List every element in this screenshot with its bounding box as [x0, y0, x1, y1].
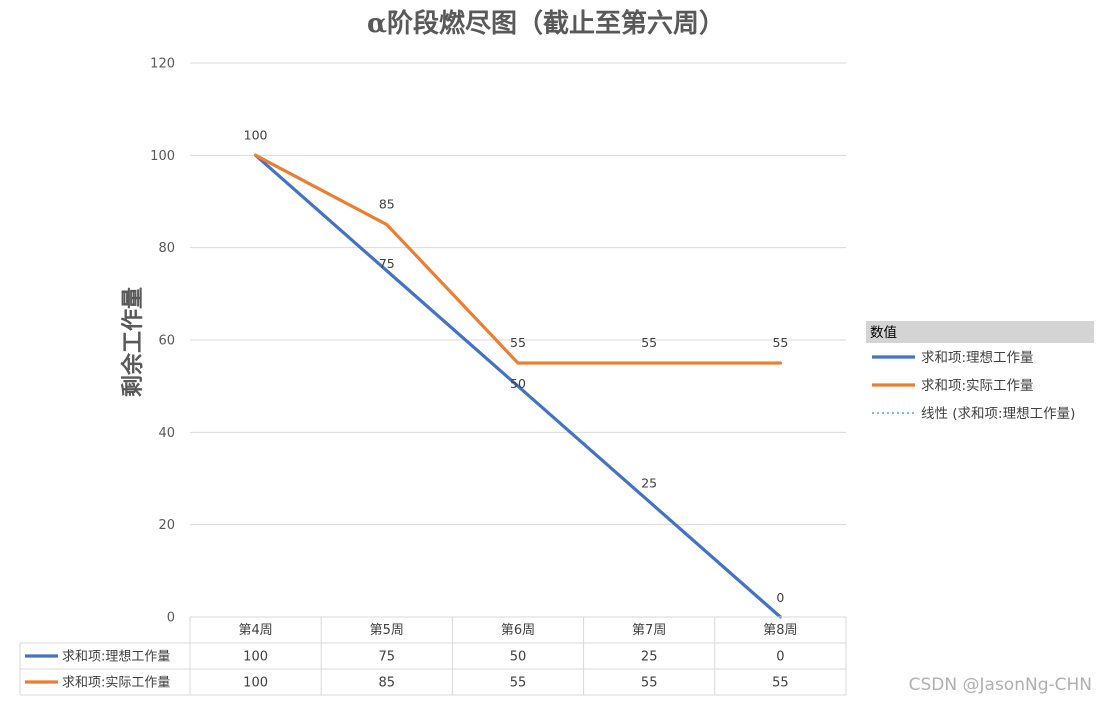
- table-cell: 55: [510, 676, 527, 691]
- data-label-ideal: 50: [510, 376, 526, 391]
- watermark: CSDN @JasonNg-CHN: [909, 675, 1092, 695]
- y-tick-label: 40: [158, 426, 175, 441]
- y-axis-label: 剩余工作量: [120, 287, 146, 397]
- gridlines: [190, 62, 846, 618]
- legend-title: 数值: [870, 325, 897, 341]
- chart-title: α阶段燃尽图（截止至第六周）: [367, 8, 725, 39]
- data-label-ideal: 75: [379, 256, 395, 271]
- table-cell: 100: [243, 676, 268, 691]
- table-cell: 55: [772, 676, 789, 691]
- table-cell: 100: [243, 650, 268, 665]
- x-category-label: 第8周: [763, 623, 797, 638]
- data-labels: 75 50 25 0 100 85 55 55 55: [244, 127, 789, 605]
- data-label-actual: 55: [510, 335, 526, 350]
- x-category-label: 第4周: [238, 623, 272, 638]
- y-tick-label: 120: [150, 57, 175, 72]
- series-lines: [254, 153, 783, 619]
- data-label-actual: 55: [772, 335, 788, 350]
- legend-entry: 线性 (求和项:理想工作量): [921, 406, 1075, 422]
- table-cell: 50: [510, 650, 527, 665]
- x-category-label: 第6周: [501, 623, 535, 638]
- table-series-name: 求和项:实际工作量: [62, 676, 170, 691]
- y-tick-label: 20: [158, 518, 175, 533]
- data-label-ideal: 25: [641, 476, 657, 491]
- data-label-actual: 55: [641, 335, 657, 350]
- series-line-1: [254, 153, 783, 619]
- y-tick-label: 0: [167, 611, 175, 626]
- legend-entry: 求和项:理想工作量: [921, 350, 1034, 366]
- table-series-name: 求和项:理想工作量: [62, 649, 170, 665]
- table-cell: 25: [641, 650, 658, 665]
- y-tick-label: 80: [158, 241, 175, 256]
- x-category-label: 第5周: [370, 623, 404, 638]
- x-category-label: 第7周: [632, 623, 666, 638]
- series-line-2: [254, 153, 783, 365]
- y-tick-labels: 0 20 40 60 80 100 120: [150, 57, 175, 626]
- legend-entry: 求和项:实际工作量: [921, 378, 1034, 394]
- table-cell: 85: [379, 676, 396, 691]
- data-label-actual: 100: [244, 127, 268, 142]
- y-tick-label: 60: [158, 334, 175, 349]
- legend-header-bar: [866, 321, 1094, 343]
- data-label-actual: 85: [379, 197, 395, 212]
- table-cell: 55: [641, 676, 658, 691]
- data-label-ideal: 0: [776, 590, 784, 605]
- y-tick-label: 100: [150, 149, 175, 164]
- table-cell: 75: [379, 650, 396, 665]
- table-cell: 0: [776, 650, 784, 665]
